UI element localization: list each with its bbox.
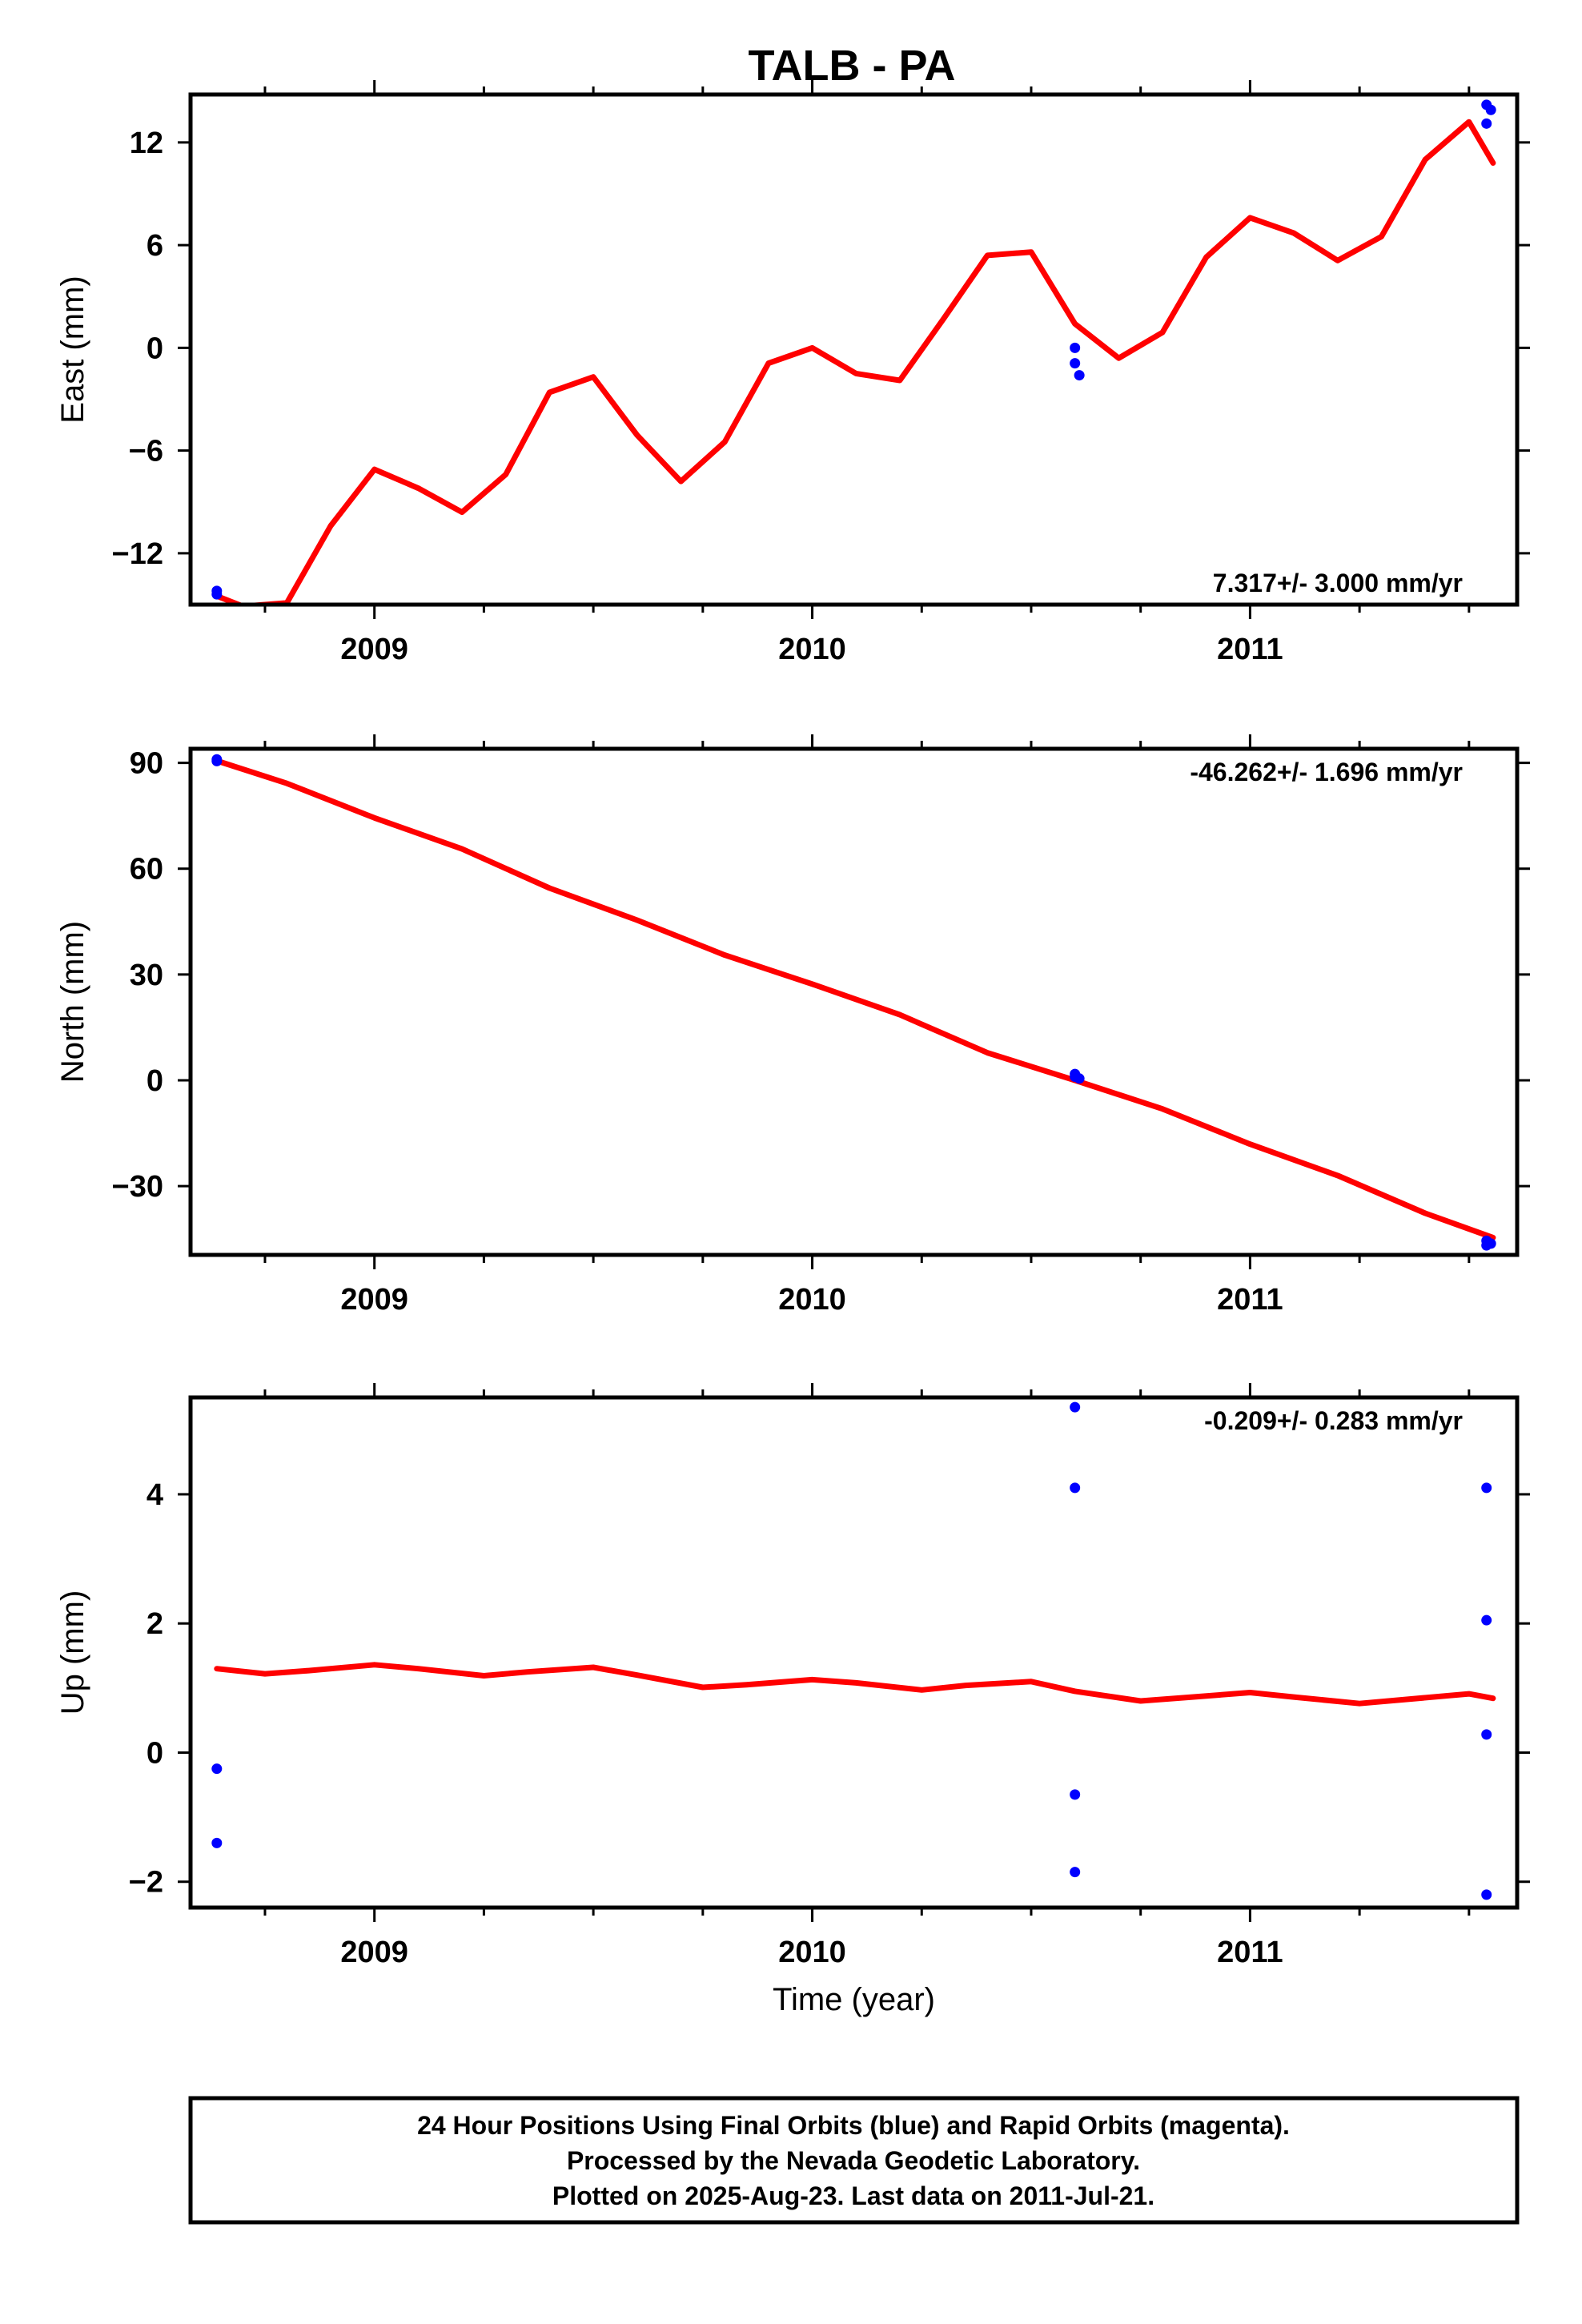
footer-border xyxy=(188,2096,1520,2225)
footer-line-1: 24 Hour Positions Using Final Orbits (bl… xyxy=(417,2111,1290,2140)
up-point xyxy=(211,1763,223,1775)
east-point xyxy=(1481,118,1492,129)
up-point xyxy=(1070,1867,1081,1878)
footer-line-3: Plotted on 2025-Aug-23. Last data on 201… xyxy=(552,2181,1154,2210)
up-data xyxy=(211,1401,1496,1900)
east-rate-label: 7.317+/- 3.000 mm/yr xyxy=(1213,569,1463,597)
east-point xyxy=(211,589,223,600)
north-point xyxy=(211,755,223,766)
east-point xyxy=(1485,104,1496,115)
east-xtick-label: 2011 xyxy=(1217,633,1283,666)
footer-line-2: Processed by the Nevada Geodetic Laborat… xyxy=(567,2146,1140,2175)
east-data xyxy=(211,99,1496,605)
east-panel: 2009 2010 2011 −12 −6 0 6 12 East (mm) 7.317+/- 3… xyxy=(55,80,1530,666)
north-ylabel: North (mm) xyxy=(55,921,90,1083)
up-ytick-label: 0 xyxy=(147,1736,163,1770)
up-rate-label: -0.209+/- 0.283 mm/yr xyxy=(1204,1406,1463,1435)
north-ytick-label: 30 xyxy=(130,959,163,992)
up-point xyxy=(1070,1789,1081,1800)
north-xtick-label: 2010 xyxy=(778,1283,846,1317)
north-xtick-label: 2011 xyxy=(1217,1283,1283,1317)
north-panel: 2009 2010 2011 −30 0 30 60 90 North (mm) -46.262+… xyxy=(55,734,1530,1317)
up-xtick-label: 2009 xyxy=(340,1936,408,1969)
panels: 2009 2010 2011 −12 −6 0 6 12 East (mm) 7.317+/- 3… xyxy=(55,80,1530,2017)
up-frame xyxy=(188,1395,1520,1910)
east-ylabel: East (mm) xyxy=(55,275,90,423)
up-point xyxy=(1070,1482,1081,1494)
up-point xyxy=(1481,1482,1492,1494)
east-model-line xyxy=(214,119,1496,605)
east-point xyxy=(1074,370,1085,381)
up-point xyxy=(1481,1889,1492,1900)
east-xtick-label: 2010 xyxy=(778,633,846,666)
up-point xyxy=(1481,1729,1492,1740)
east-ytick-label: 6 xyxy=(147,229,163,263)
up-xlabel: Time (year) xyxy=(773,1982,935,2017)
north-ytick-label: 90 xyxy=(130,747,163,781)
up-point xyxy=(211,1837,223,1848)
footer-box: 24 Hour Positions Using Final Orbits (bl… xyxy=(188,2096,1520,2225)
north-model-line xyxy=(214,758,1496,1240)
east-ytick-label: 0 xyxy=(147,332,163,365)
north-ytick-label: 60 xyxy=(130,853,163,887)
up-model-line xyxy=(214,1662,1496,1707)
east-xtick-label: 2009 xyxy=(340,633,408,666)
figure-title: TALB - PA xyxy=(749,42,956,90)
north-rate-label: -46.262+/- 1.696 mm/yr xyxy=(1190,758,1463,786)
up-ylabel: Up (mm) xyxy=(55,1590,90,1715)
east-ytick-label: −6 xyxy=(129,435,163,468)
up-ytick-label: 4 xyxy=(147,1478,163,1512)
north-data xyxy=(211,754,1496,1251)
up-ytick-label: 2 xyxy=(147,1607,163,1641)
north-point xyxy=(1074,1073,1085,1084)
east-point xyxy=(1070,342,1081,353)
up-point xyxy=(1070,1401,1081,1413)
up-minor-ticks xyxy=(263,1383,1471,1922)
east-ytick-label: 12 xyxy=(130,127,163,160)
east-point xyxy=(1070,358,1081,369)
up-panel: 2009 2010 2011 −2 0 2 4 Up (mm) Time (year) -0.20… xyxy=(55,1383,1530,2017)
north-point xyxy=(1481,1240,1492,1251)
east-ytick-label: −12 xyxy=(112,537,163,571)
north-xtick-label: 2009 xyxy=(340,1283,408,1317)
north-ytick-label: −30 xyxy=(112,1170,163,1204)
up-xtick-label: 2010 xyxy=(778,1936,846,1969)
east-frame xyxy=(188,92,1520,607)
up-xtick-label: 2011 xyxy=(1217,1936,1283,1969)
up-point xyxy=(1481,1614,1492,1626)
up-ytick-label: −2 xyxy=(129,1866,163,1900)
north-frame xyxy=(188,746,1520,1257)
east-minor-ticks xyxy=(263,80,1471,619)
north-ytick-label: 0 xyxy=(147,1064,163,1098)
